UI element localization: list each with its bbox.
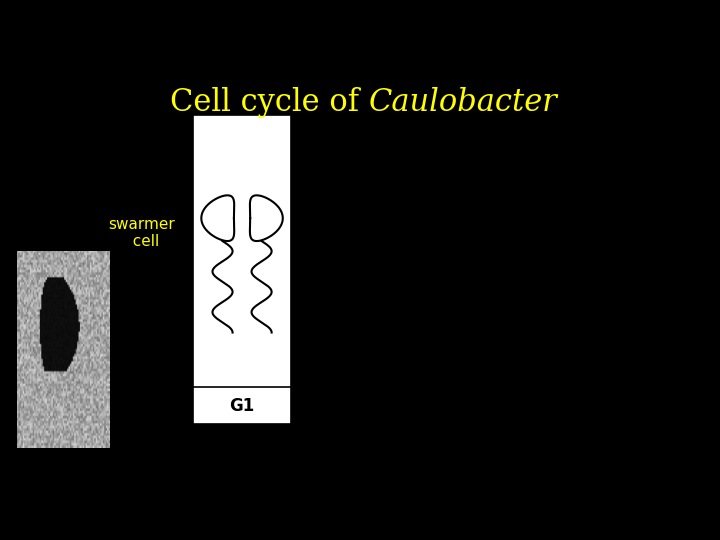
Text: Cell cycle of: Cell cycle of xyxy=(170,87,369,118)
Bar xyxy=(193,114,291,424)
Text: Caulobacter: Caulobacter xyxy=(369,87,558,118)
Bar xyxy=(193,387,291,424)
Text: G1: G1 xyxy=(230,397,255,415)
Text: swarmer
  cell: swarmer cell xyxy=(108,217,175,249)
